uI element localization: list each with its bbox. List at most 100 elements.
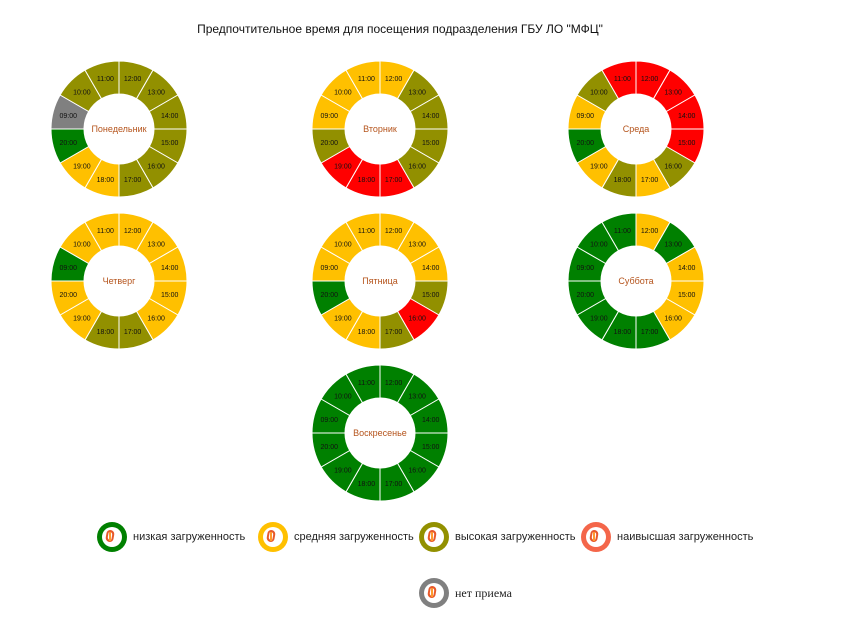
- segment-hour-label: 14:00: [161, 113, 179, 120]
- segment-hour-label: 20:00: [321, 292, 339, 299]
- day-label: Вторник: [363, 124, 397, 134]
- segment-hour-label: 09:00: [60, 265, 78, 272]
- segment-hour-label: 11:00: [358, 228, 375, 235]
- segment-hour-label: 19:00: [590, 316, 608, 323]
- segment-hour-label: 11:00: [97, 228, 114, 235]
- donut-segment: [84, 212, 120, 252]
- segment-hour-label: 13:00: [147, 241, 165, 248]
- donut-chart-0: 12:00 13:00 14:00 15:00 16:00 17:00 18:00 19:00…: [50, 60, 188, 198]
- segment-hour-label: 17:00: [385, 481, 403, 488]
- legend-label-low: низкая загруженность: [133, 531, 246, 543]
- day-label: Понедельник: [91, 124, 146, 134]
- segment-hour-label: 17:00: [124, 177, 142, 184]
- segment-hour-label: 10:00: [334, 89, 352, 96]
- day-label: Воскресенье: [353, 428, 407, 438]
- day-label: Пятница: [362, 276, 398, 286]
- segment-hour-label: 16:00: [147, 164, 165, 171]
- legend-item-low: низкая загруженность: [97, 522, 245, 552]
- segment-hour-label: 18:00: [614, 177, 632, 184]
- segment-hour-label: 20:00: [60, 140, 78, 147]
- segment-hour-label: 19:00: [334, 468, 352, 475]
- segment-hour-label: 12:00: [124, 76, 142, 83]
- segment-hour-label: 18:00: [614, 329, 632, 336]
- legend-label-medium: средняя загруженность: [294, 531, 414, 543]
- segment-hour-label: 19:00: [73, 316, 91, 323]
- segment-hour-label: 10:00: [590, 89, 608, 96]
- legend-highest-icon: [581, 522, 611, 552]
- segment-hour-label: 09:00: [60, 113, 78, 120]
- legend-item-medium: средняя загруженность: [258, 522, 414, 552]
- segment-hour-label: 19:00: [334, 316, 352, 323]
- legend-label-highest: наивысшая загруженность: [617, 531, 754, 543]
- day-label: Четверг: [103, 276, 137, 286]
- donut-segment: [84, 60, 120, 100]
- segment-hour-label: 11:00: [358, 380, 375, 387]
- legend-low-icon: [97, 522, 127, 552]
- segment-hour-label: 18:00: [358, 177, 376, 184]
- donut-chart-3: 12:00 13:00 14:00 15:00 16:00 17:00 18:00 19:00…: [50, 212, 188, 350]
- legend-label-high: высокая загруженность: [455, 531, 576, 543]
- segment-hour-label: 09:00: [577, 265, 595, 272]
- segment-hour-label: 13:00: [408, 241, 426, 248]
- segment-hour-label: 11:00: [614, 76, 631, 83]
- segment-hour-label: 09:00: [321, 265, 339, 272]
- segment-hour-label: 14:00: [422, 113, 440, 120]
- segment-hour-label: 16:00: [408, 164, 426, 171]
- segment-hour-label: 16:00: [408, 316, 426, 323]
- segment-hour-label: 10:00: [334, 393, 352, 400]
- segment-hour-label: 15:00: [678, 292, 696, 299]
- segment-hour-label: 18:00: [358, 481, 376, 488]
- segment-hour-label: 10:00: [73, 89, 91, 96]
- donut-chart-1: 12:00 13:00 14:00 15:00 16:00 17:00 18:00 19:00…: [311, 60, 449, 198]
- segment-hour-label: 09:00: [577, 113, 595, 120]
- donut-segment: [345, 60, 381, 100]
- segment-hour-label: 09:00: [321, 417, 339, 424]
- legend-high-icon: [419, 522, 449, 552]
- segment-hour-label: 14:00: [161, 265, 179, 272]
- segment-hour-label: 15:00: [422, 444, 440, 451]
- segment-hour-label: 12:00: [641, 76, 659, 83]
- segment-hour-label: 20:00: [577, 292, 595, 299]
- segment-hour-label: 15:00: [161, 140, 179, 147]
- segment-hour-label: 10:00: [590, 241, 608, 248]
- segment-hour-label: 12:00: [385, 380, 403, 387]
- day-label: Суббота: [618, 276, 653, 286]
- donut-chart-2: 12:00 13:00 14:00 15:00 16:00 17:00 18:00 19:00…: [567, 60, 705, 198]
- segment-hour-label: 16:00: [664, 316, 682, 323]
- segment-hour-label: 16:00: [664, 164, 682, 171]
- segment-hour-label: 14:00: [678, 265, 696, 272]
- legend-item-high: высокая загруженность: [419, 522, 575, 552]
- segment-hour-label: 16:00: [147, 316, 165, 323]
- donut-chart-5: 12:00 13:00 14:00 15:00 16:00 17:00 18:00 19:00…: [567, 212, 705, 350]
- segment-hour-label: 14:00: [678, 113, 696, 120]
- segment-hour-label: 19:00: [334, 164, 352, 171]
- segment-hour-label: 17:00: [641, 329, 659, 336]
- legend-item-highest: наивысшая загруженность: [581, 522, 753, 552]
- donut-segment: [345, 212, 381, 252]
- segment-hour-label: 10:00: [73, 241, 91, 248]
- segment-hour-label: 15:00: [422, 140, 440, 147]
- legend-closed-icon: [419, 578, 449, 608]
- segment-hour-label: 13:00: [408, 89, 426, 96]
- segment-hour-label: 17:00: [124, 329, 142, 336]
- segment-hour-label: 11:00: [358, 76, 375, 83]
- day-label: Среда: [623, 124, 650, 134]
- segment-hour-label: 19:00: [590, 164, 608, 171]
- segment-hour-label: 13:00: [664, 89, 682, 96]
- segment-hour-label: 14:00: [422, 265, 440, 272]
- segment-hour-label: 13:00: [408, 393, 426, 400]
- segment-hour-label: 18:00: [358, 329, 376, 336]
- segment-hour-label: 15:00: [678, 140, 696, 147]
- segment-hour-label: 12:00: [385, 228, 403, 235]
- donut-segment: [601, 212, 637, 252]
- segment-hour-label: 20:00: [60, 292, 78, 299]
- segment-hour-label: 20:00: [321, 140, 339, 147]
- segment-hour-label: 18:00: [97, 177, 115, 184]
- segment-hour-label: 11:00: [97, 76, 114, 83]
- segment-hour-label: 12:00: [641, 228, 659, 235]
- segment-hour-label: 13:00: [147, 89, 165, 96]
- legend-label-closed: нет приема: [455, 585, 512, 600]
- legend-item-closed: нет приема: [419, 578, 512, 608]
- donut-chart-4: 12:00 13:00 14:00 15:00 16:00 17:00 18:00 19:00…: [311, 212, 449, 350]
